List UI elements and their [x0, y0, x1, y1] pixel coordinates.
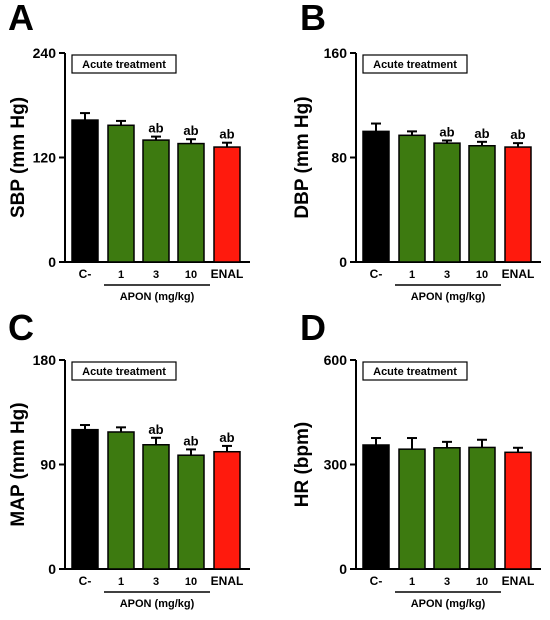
annotation-box-label: Acute treatment: [373, 59, 457, 71]
bar: [433, 142, 461, 263]
significance-label: ab: [510, 127, 525, 142]
panel-letter: C: [8, 307, 34, 348]
annotation-box: [71, 361, 177, 381]
y-axis-label: SBP (mm Hg): [8, 97, 29, 218]
significance-label: ab: [148, 422, 163, 437]
y-tick-label: 0: [339, 561, 347, 577]
chart-panel-c: C MAP (mm Hg) 0 90 180 Acute treatment C- 1 ab 3 a…: [8, 307, 250, 610]
panel-letter: B: [300, 0, 326, 38]
x-tick-label: 3: [153, 576, 159, 588]
bar: [433, 447, 461, 570]
x-tick-label: 1: [409, 576, 415, 588]
bar: [504, 146, 532, 263]
x-tick-label: C-: [370, 574, 383, 588]
significance-label: ab: [439, 125, 454, 140]
y-axis-label: MAP (mm Hg): [8, 402, 29, 526]
y-tick-label: 0: [48, 254, 56, 270]
x-tick-label: 1: [118, 576, 124, 588]
significance-label: ab: [219, 430, 234, 445]
bar: [107, 124, 135, 263]
significance-label: ab: [474, 126, 489, 141]
significance-label: ab: [183, 123, 198, 138]
annotation-box: [71, 54, 177, 74]
bar: [213, 146, 241, 263]
x-tick-label: ENAL: [211, 267, 244, 281]
significance-label: ab: [183, 433, 198, 448]
panel-letter: D: [300, 307, 326, 348]
x-tick-label: ENAL: [211, 574, 244, 588]
y-tick-label: 240: [33, 45, 57, 61]
significance-label: ab: [219, 127, 234, 142]
y-tick-label: 160: [324, 45, 348, 61]
significance-label: ab: [148, 121, 163, 136]
bar: [468, 446, 496, 570]
x-tick-label: 1: [118, 269, 124, 281]
group-label: APON (mg/kg): [120, 291, 195, 303]
x-tick-label: 10: [185, 269, 197, 281]
bar: [213, 450, 241, 570]
x-tick-label: 10: [185, 576, 197, 588]
x-tick-label: 3: [444, 576, 450, 588]
annotation-box: [362, 54, 468, 74]
annotation-box-label: Acute treatment: [373, 366, 457, 378]
x-tick-label: C-: [79, 574, 92, 588]
bar: [504, 451, 532, 570]
annotation-box: [362, 361, 468, 381]
x-tick-label: ENAL: [502, 574, 535, 588]
y-axis-label: HR (bpm): [292, 422, 313, 507]
group-label: APON (mg/kg): [411, 291, 486, 303]
bar: [71, 119, 99, 263]
chart-panel-a: A SBP (mm Hg) 0 120 240 Acute treatment C- 1 ab 3…: [8, 0, 250, 303]
x-tick-label: 10: [476, 576, 488, 588]
chart-panel-b: B DBP (mm Hg) 0 80 160 Acute treatment C- 1 ab 3 a…: [292, 0, 541, 303]
bar: [71, 428, 99, 570]
x-tick-label: 10: [476, 269, 488, 281]
group-label: APON (mg/kg): [120, 598, 195, 610]
y-tick-label: 0: [48, 561, 56, 577]
y-tick-label: 80: [331, 150, 347, 166]
x-tick-label: C-: [79, 267, 92, 281]
chart-panel-d: D HR (bpm) 0 300 600 Acute treatment C- 1 3 10 ENA…: [292, 307, 541, 610]
annotation-box-label: Acute treatment: [82, 59, 166, 71]
panel-letter: A: [8, 0, 34, 38]
bar: [362, 130, 390, 263]
y-tick-label: 180: [33, 352, 57, 368]
bar: [362, 444, 390, 570]
bar: [107, 431, 135, 570]
bar: [142, 444, 170, 570]
y-tick-label: 90: [40, 457, 56, 473]
x-tick-label: ENAL: [502, 267, 535, 281]
y-tick-label: 300: [324, 457, 348, 473]
annotation-box-label: Acute treatment: [82, 366, 166, 378]
y-tick-label: 0: [339, 254, 347, 270]
y-tick-label: 600: [324, 352, 348, 368]
bar: [142, 139, 170, 263]
bar: [398, 134, 426, 263]
x-tick-label: 3: [444, 269, 450, 281]
group-label: APON (mg/kg): [411, 598, 486, 610]
bar: [468, 144, 496, 263]
x-tick-label: 3: [153, 269, 159, 281]
y-tick-label: 120: [33, 150, 57, 166]
bar: [398, 448, 426, 570]
bar: [177, 142, 205, 263]
x-tick-label: C-: [370, 267, 383, 281]
bar: [177, 454, 205, 570]
x-tick-label: 1: [409, 269, 415, 281]
y-axis-label: DBP (mm Hg): [292, 96, 313, 218]
